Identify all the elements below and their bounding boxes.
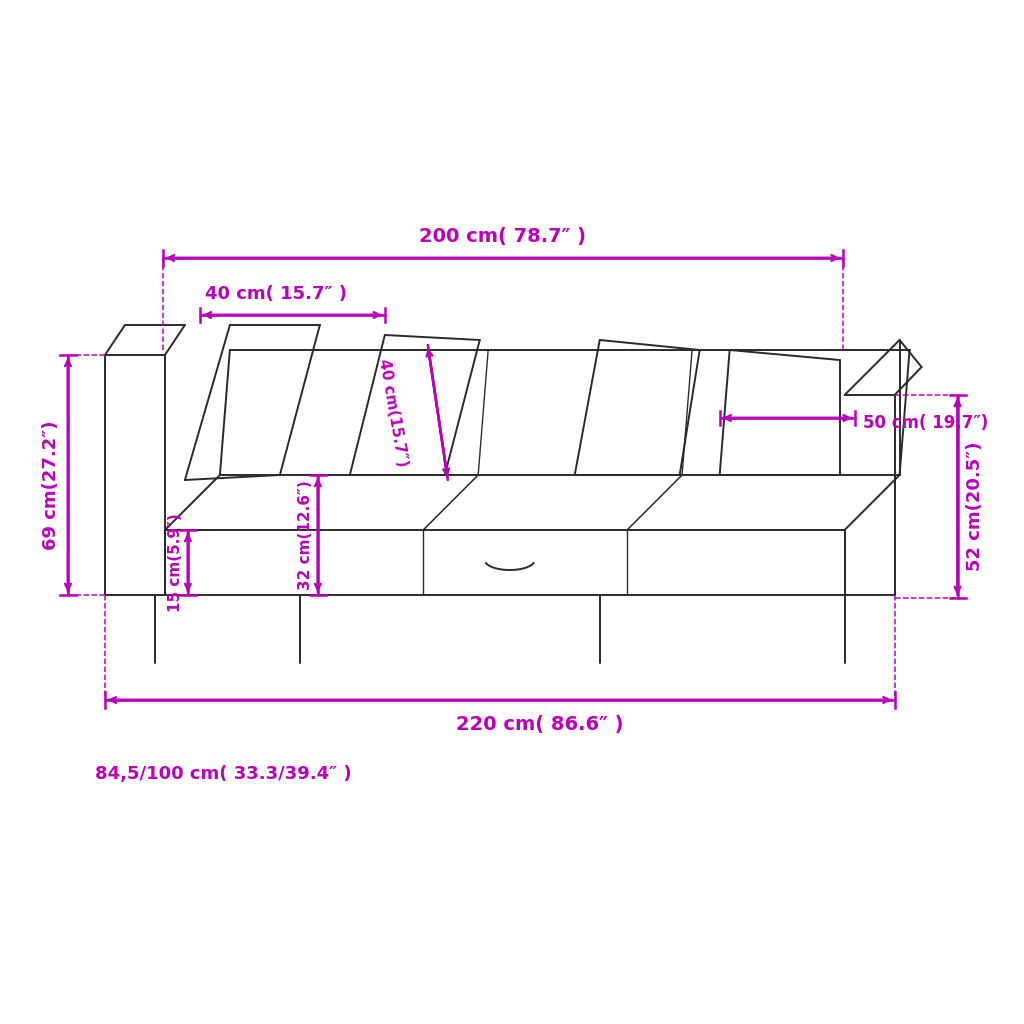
Text: 69 cm(27.2″): 69 cm(27.2″): [42, 420, 60, 550]
Text: 220 cm( 86.6″ ): 220 cm( 86.6″ ): [456, 715, 624, 734]
Text: 32 cm(12.6″): 32 cm(12.6″): [298, 480, 313, 590]
Text: 52 cm(20.5″): 52 cm(20.5″): [966, 441, 983, 571]
Text: 15 cm(5.9″): 15 cm(5.9″): [168, 513, 183, 612]
Text: 200 cm( 78.7″ ): 200 cm( 78.7″ ): [419, 227, 587, 246]
Text: 50 cm( 19.7″): 50 cm( 19.7″): [862, 414, 988, 432]
Text: 84,5/100 cm( 33.3/39.4″ ): 84,5/100 cm( 33.3/39.4″ ): [95, 765, 351, 783]
Text: 40 cm(15.7″): 40 cm(15.7″): [376, 357, 410, 468]
Text: 40 cm( 15.7″ ): 40 cm( 15.7″ ): [205, 285, 347, 303]
